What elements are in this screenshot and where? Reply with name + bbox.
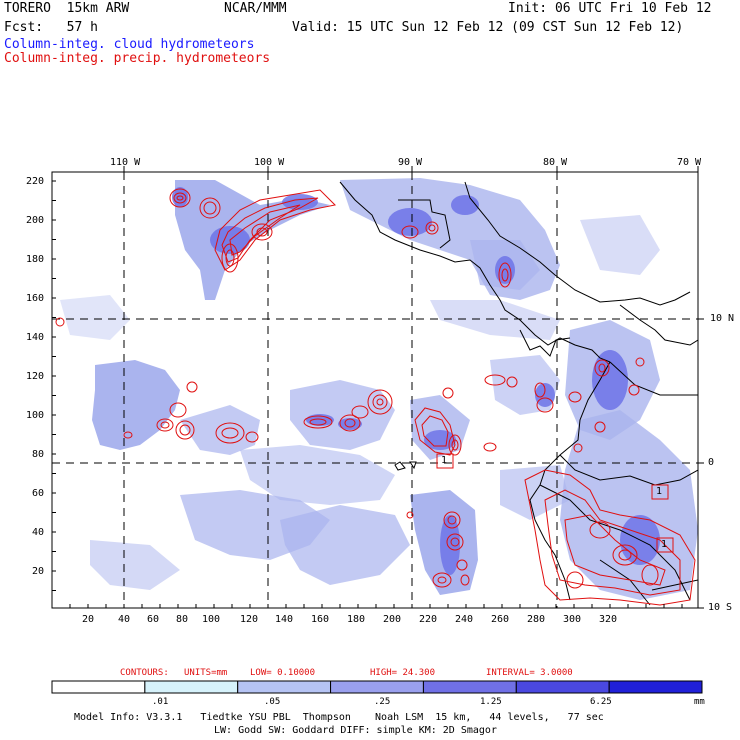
y-tick-label: 100 [26,410,45,421]
x-tick-label: 20 [82,614,95,625]
contours-high: HIGH= 24.300 [370,668,436,678]
x-tick-label: 100 [202,614,221,625]
plot-frame [51,171,699,609]
x-tick-label: 260 [491,614,510,625]
contours-label: CONTOURS: [120,668,169,678]
grid-lines [52,172,698,608]
marker-boxes [436,453,674,553]
marker-label: 1 [441,455,448,466]
x-tick-label: 280 [527,614,546,625]
y-tick-label: 80 [32,449,45,460]
colorbar-label: .25 [374,697,391,707]
x-tick-label: 320 [599,614,618,625]
lat-label: 10 N [710,313,735,324]
model-title: TORERO 15km ARW [4,1,130,16]
init-time: Init: 06 UTC Fri 10 Feb 12 [508,1,712,16]
y-tick-label: 160 [26,293,45,304]
x-tick-label: 120 [240,614,259,625]
x-tick-label: 200 [383,614,402,625]
y-tick-label: 220 [26,176,45,187]
x-tick-label: 300 [563,614,582,625]
marker-label: 1 [656,486,663,497]
physics-info: LW: Godd SW: Goddard DIFF: simple KM: 2D… [214,725,497,736]
forecast-hour: Fcst: 57 h [4,20,98,35]
contours-low: LOW= 0.10000 [250,668,316,678]
y-tick-label: 140 [26,332,45,343]
y-tick-label: 180 [26,254,45,265]
x-tick-label: 140 [275,614,294,625]
lat-label: 10 S [708,602,733,613]
colorbar-label: .01 [152,697,169,707]
lon-label: 100 W [254,157,285,168]
precip-contours [55,188,696,606]
colorbar-swatch [515,680,610,694]
x-tick-label: 220 [419,614,438,625]
marker-label: 1 [661,539,668,550]
colorbar [51,680,703,694]
valid-time: Valid: 15 UTC Sun 12 Feb 12 (09 CST Sun … [292,20,684,35]
colorbar-label: .05 [264,697,281,707]
colorbar-swatch [51,680,146,694]
colorbar-swatch [422,680,517,694]
colorbar-swatch [330,680,424,694]
colorbar-swatch [144,680,239,694]
legend-cloud: Column-integ. cloud hydrometeors [4,37,255,52]
colorbar-label: 1.25 [480,697,502,707]
colorbar-unit: mm [694,697,705,707]
y-tick-label: 60 [32,488,45,499]
colorbar-label: 6.25 [590,697,612,707]
model-info: Model Info: V3.3.1 Tiedtke YSU PBL Thomp… [74,712,604,723]
lon-label: 70 W [677,157,702,168]
lon-label: 90 W [398,157,423,168]
axis-ticks [52,166,704,609]
contours-interval: INTERVAL= 3.0000 [486,668,573,678]
colorbar-swatch [237,680,332,694]
x-tick-label: 240 [455,614,474,625]
x-tick-label: 40 [118,614,131,625]
colorbar-swatch [608,680,703,694]
lon-label: 80 W [543,157,568,168]
x-tick-label: 180 [347,614,366,625]
center-title: NCAR/MMM [224,1,287,16]
lon-label: 110 W [110,157,141,168]
contours-units: UNITS=mm [184,668,228,678]
legend-precip: Column-integ. precip. hydrometeors [4,51,271,66]
lat-label: 0 [708,457,715,468]
x-tick-label: 80 [176,614,189,625]
x-tick-label: 60 [147,614,160,625]
y-tick-label: 40 [32,527,45,538]
y-tick-label: 200 [26,215,45,226]
y-tick-label: 20 [32,566,45,577]
x-tick-label: 160 [311,614,330,625]
y-tick-label: 120 [26,371,45,382]
